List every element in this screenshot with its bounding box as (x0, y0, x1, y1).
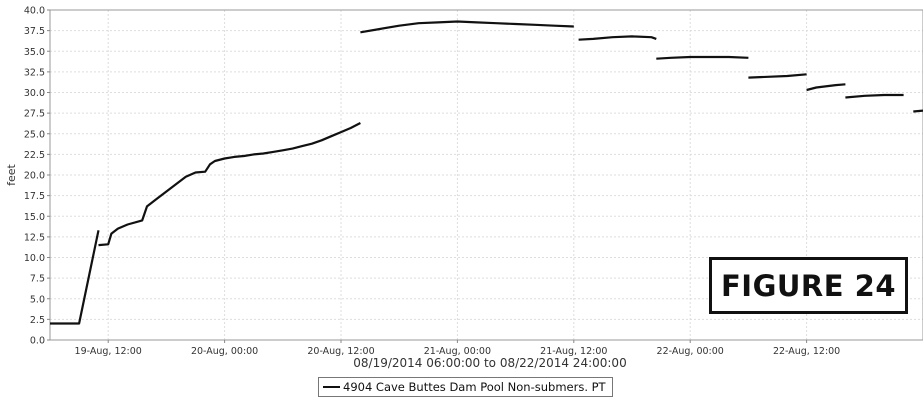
y-tick-label: 15.0 (24, 212, 45, 223)
y-tick-label: 27.5 (24, 109, 45, 120)
legend-label: 4904 Cave Buttes Dam Pool Non-submers. P… (343, 380, 606, 394)
y-tick-label: 5.0 (30, 294, 45, 305)
y-tick-label: 17.5 (24, 191, 45, 202)
y-tick-label: 12.5 (24, 232, 45, 243)
series-segment (98, 122, 361, 247)
series-segment (748, 73, 807, 79)
y-tick-label: 37.5 (24, 26, 45, 37)
y-tick-label: 35.0 (24, 47, 45, 58)
y-tick-label: 7.5 (30, 274, 45, 285)
series-lines (50, 20, 923, 325)
y-tick-label: 20.0 (24, 171, 45, 182)
figure-label-box: FIGURE 24 (709, 257, 908, 314)
series-segment (806, 83, 846, 92)
legend: 4904 Cave Buttes Dam Pool Non-submers. P… (318, 377, 613, 397)
x-tick-label: 19-Aug, 12:00 (75, 346, 142, 357)
y-tick-label: 25.0 (24, 129, 45, 140)
x-tick-label: 21-Aug, 00:00 (424, 346, 491, 357)
y-tick-label: 10.0 (24, 253, 45, 264)
y-axis-ticks: 0.0 2.5 5.0 7.5 10.0 12.5 15.0 17.5 20.0 22.5 25.0… (24, 6, 50, 347)
y-tick-label: 40.0 (24, 6, 45, 17)
figure-label: FIGURE 24 (720, 268, 897, 303)
x-tick-label: 22-Aug, 00:00 (657, 346, 724, 357)
y-tick-label: 2.5 (30, 315, 45, 326)
legend-swatch (323, 386, 340, 388)
series-segment (913, 109, 923, 113)
x-axis-label: 08/19/2014 06:00:00 to 08/22/2014 24:00:… (353, 356, 626, 370)
x-tick-label: 21-Aug, 12:00 (540, 346, 607, 357)
series-segment (845, 93, 904, 99)
y-tick-label: 0.0 (30, 336, 45, 347)
x-tick-label: 22-Aug, 12:00 (773, 346, 840, 357)
series-segment (50, 230, 100, 325)
series-segment (578, 35, 657, 41)
series-segment (656, 55, 749, 60)
series-segment (360, 20, 574, 34)
y-tick-label: 30.0 (24, 88, 45, 99)
y-axis-label: feet (5, 163, 18, 185)
x-tick-label: 20-Aug, 00:00 (191, 346, 258, 357)
y-tick-label: 32.5 (24, 67, 45, 78)
x-tick-label: 20-Aug, 12:00 (307, 346, 374, 357)
y-tick-label: 22.5 (24, 150, 45, 161)
x-axis-ticks: 19-Aug, 12:00 20-Aug, 00:00 20-Aug, 12:00 2… (75, 340, 840, 357)
